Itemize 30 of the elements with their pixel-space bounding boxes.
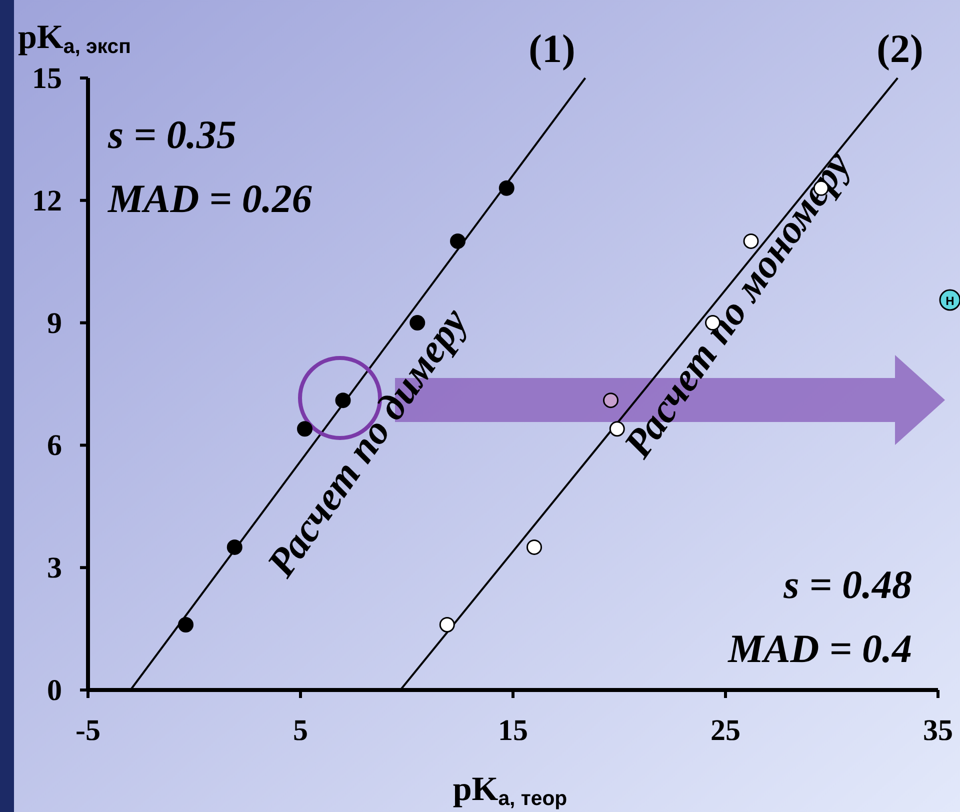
point [439,616,455,632]
point [226,539,242,555]
text: H [946,294,954,308]
y-tick-label: 15 [32,62,62,95]
x-tick-label: -5 [76,714,100,747]
x-tick-label: 35 [923,714,953,747]
x-tick-label: 5 [293,714,308,747]
point [450,233,466,249]
point [498,180,514,196]
x-tick-label: 25 [710,714,740,747]
y-tick-label: 3 [47,552,62,585]
annotation: s = 0.35 [107,112,236,157]
y-tick-label: 12 [32,184,62,218]
annotation: s = 0.48 [782,562,912,607]
point [178,616,194,632]
point [335,392,351,408]
point [297,421,312,437]
x-axis-title: pK$_{а, теор}$ [452,771,568,810]
annotation: MAD = 0.4 [727,626,912,671]
text: (1) [528,26,576,71]
text: (2) [876,26,924,71]
point [609,421,625,437]
point [526,539,542,555]
y-axis-title: pK$_{а, эксп}$ [18,19,131,58]
annotation: MAD = 0.26 [107,176,312,221]
x-tick-label: 15 [498,714,528,747]
point [603,392,618,408]
y-tick-label: 9 [47,306,62,340]
y-tick-label: 0 [47,674,62,707]
y-tick-label: 6 [47,429,62,462]
